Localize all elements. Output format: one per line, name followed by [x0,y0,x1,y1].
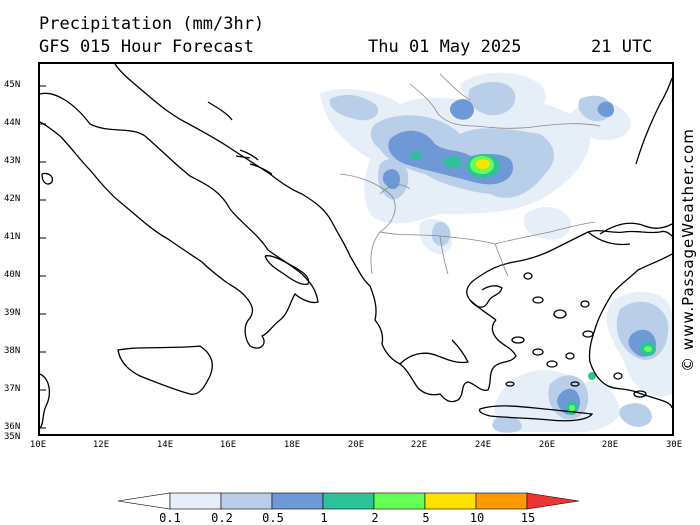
lat-label-35n: 35N [4,432,21,442]
lat-label-40n: 40N [4,270,21,280]
legend-cell-7 [475,492,528,510]
map-title: Precipitation (mm/3hr) [39,14,265,34]
lon-label-20e: 20E [347,440,365,450]
legend-cell-1 [169,492,222,510]
lon-label-18e: 18E [283,440,301,450]
lat-tick-marks [40,85,46,429]
lat-label-39n: 39N [4,308,21,318]
legend-cell-above-15 [526,492,580,510]
lat-label-42n: 42N [4,194,21,204]
lon-label-22e: 22E [410,440,428,450]
lon-label-12e: 12E [92,440,110,450]
lat-label-45n: 45N [4,80,21,90]
lon-label-28e: 28E [601,440,619,450]
coastlines-and-borders [40,64,672,429]
precipitation-colorbar [118,492,580,510]
legend-label-1: 1 [320,511,328,525]
forecast-subtitle: GFS 015 Hour Forecast [39,37,254,57]
legend-label-15: 15 [520,511,536,525]
country-borders [339,73,601,277]
legend-label-0-5: 0.5 [262,511,284,525]
map-canvas [40,64,672,433]
lat-label-41n: 41N [4,232,21,242]
lon-label-30e: 30E [665,440,683,450]
legend-cell-5 [373,492,426,510]
watermark-text: © www.PassageWeather.com [679,128,697,372]
lon-label-26e: 26E [538,440,556,450]
legend-label-10: 10 [469,511,485,525]
precipitation-field [320,72,672,433]
valid-time: 21 UTC [591,37,653,57]
lat-label-44n: 44N [4,118,21,128]
lat-label-38n: 38N [4,346,21,356]
valid-date: Thu 01 May 2025 [368,37,522,57]
legend-cell-2 [220,492,273,510]
lat-label-43n: 43N [4,156,21,166]
legend-cell-3 [271,492,324,510]
legend-label-2: 2 [371,511,379,525]
lon-label-14e: 14E [156,440,174,450]
legend-cell-below-0-1 [118,492,171,510]
legend-label-5: 5 [422,511,430,525]
legend-label-0-2: 0.2 [211,511,233,525]
legend-cell-6 [424,492,477,510]
lon-label-24e: 24E [474,440,492,450]
copyright-watermark: © www.PassageWeather.com [678,60,698,440]
legend-label-0-1: 0.1 [159,511,181,525]
lon-label-16e: 16E [219,440,237,450]
lat-label-36n: 36N [4,422,21,432]
legend-cell-4 [322,492,375,510]
precipitation-map [38,62,674,436]
lon-label-10e: 10E [29,440,47,450]
lat-label-37n: 37N [4,384,21,394]
